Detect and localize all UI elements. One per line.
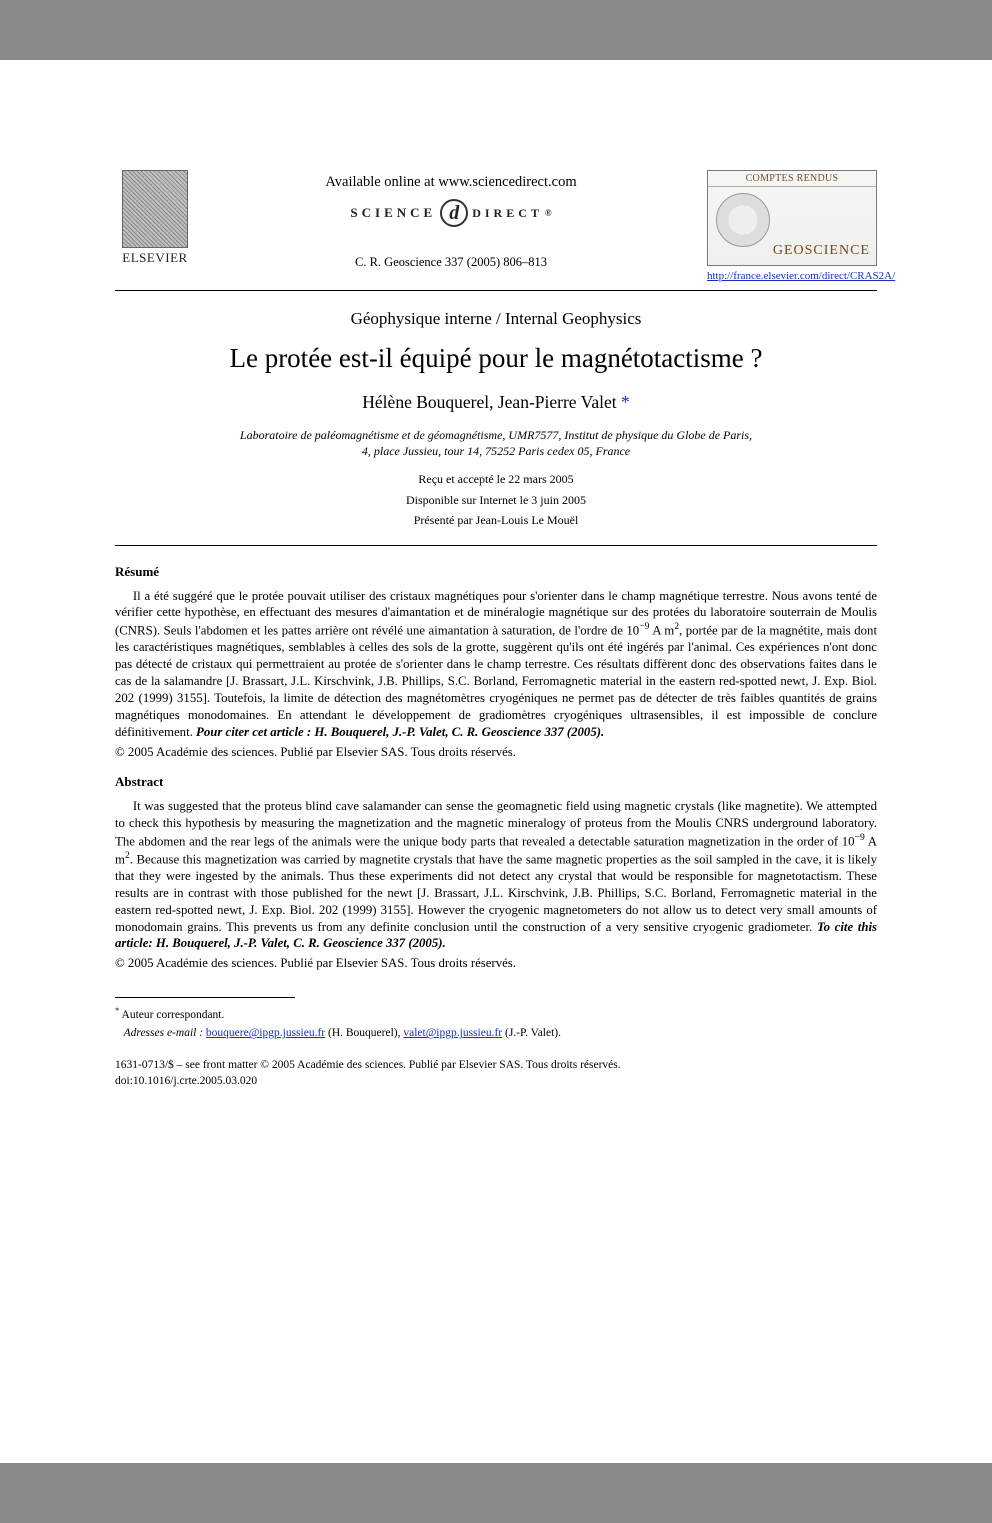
abstract-text-a: It was suggested that the proteus blind … [115,799,877,848]
journal-citation: C. R. Geoscience 337 (2005) 806–813 [195,255,707,270]
email-link-2[interactable]: valet@ipgp.jussieu.fr [403,1027,502,1039]
abstract-body: It was suggested that the proteus blind … [115,798,877,953]
elsevier-tree-icon [122,170,188,248]
sciencedirect-logo: SCIENCE d DIRECT ® [350,199,551,227]
pre-abstract-divider [115,545,877,546]
section-label: Géophysique interne / Internal Geophysic… [115,309,877,329]
affiliation-line-1: Laboratoire de paléomagnétisme et de géo… [240,428,752,442]
email-who-1: (H. Bouquerel), [325,1027,403,1039]
available-online-text: Available online at www.sciencedirect.co… [195,174,707,191]
footnote-emails: Adresses e-mail : bouquere@ipgp.jussieu.… [115,1025,877,1041]
doi-line: doi:10.1016/j.crte.2005.03.020 [115,1073,877,1089]
sd-right: DIRECT [472,206,543,221]
email-who-2: (J.-P. Valet). [502,1027,561,1039]
sd-left: SCIENCE [350,205,436,221]
date-presented: Présenté par Jean-Louis Le Mouël [414,513,579,527]
header-divider [115,290,877,291]
footnote-email-label: Adresses e-mail : [124,1027,206,1039]
resume-cite: Pour citer cet article : H. Bouquerel, J… [196,725,604,739]
abstract-text-c: . Because this magnetization was carried… [115,852,877,934]
email-link-1[interactable]: bouquere@ipgp.jussieu.fr [206,1027,325,1039]
journal-cover-bottom: GEOSCIENCE [773,243,870,259]
journal-seal-icon [716,193,770,247]
article-title: Le protée est-il équipé pour le magnétot… [115,343,877,374]
resume-text-c: , portée par de la magnétite, mais dont … [115,624,877,739]
date-online: Disponible sur Internet le 3 juin 2005 [406,493,586,507]
journal-link[interactable]: http://france.elsevier.com/direct/CRAS2A… [707,270,895,282]
abstract-heading: Abstract [115,774,877,790]
sd-d-icon: d [440,199,468,227]
journal-cover-box: COMPTES RENDUS GEOSCIENCE [707,170,877,266]
page: ELSEVIER Available online at www.science… [0,60,992,1463]
abstract-exp1: −9 [855,832,865,843]
authors-names: Hélène Bouquerel, Jean-Pierre Valet [362,392,616,412]
journal-cover-top: COMPTES RENDUS [708,171,876,187]
front-matter-line: 1631-0713/$ – see front matter © 2005 Ac… [115,1057,877,1073]
publisher-label: ELSEVIER [115,250,195,266]
corresponding-author-mark[interactable]: * [621,392,630,412]
header-center: Available online at www.sciencedirect.co… [195,170,707,270]
publisher-logo-block: ELSEVIER [115,170,195,266]
date-received: Reçu et accepté le 22 mars 2005 [418,472,573,486]
footnote-corr-text: Auteur correspondant. [119,1009,224,1021]
footnote-corresponding: * Auteur correspondant. [115,1004,877,1023]
resume-copyright: © 2005 Académie des sciences. Publié par… [115,745,877,760]
resume-body: Il a été suggéré que le protée pouvait u… [115,588,877,741]
footnote-divider [115,997,295,998]
abstract-copyright: © 2005 Académie des sciences. Publié par… [115,956,877,971]
bottom-meta: 1631-0713/$ – see front matter © 2005 Ac… [115,1057,877,1089]
article-dates: Reçu et accepté le 22 mars 2005 Disponib… [115,469,877,530]
sd-registered-icon: ® [545,208,552,218]
resume-heading: Résumé [115,564,877,580]
affiliation-line-2: 4, place Jussieu, tour 14, 75252 Paris c… [362,444,630,458]
header-right: COMPTES RENDUS GEOSCIENCE http://france.… [707,170,877,284]
resume-text-b: A m [649,624,674,638]
resume-exp1: −9 [639,621,649,632]
header-row: ELSEVIER Available online at www.science… [115,170,877,284]
authors: Hélène Bouquerel, Jean-Pierre Valet * [115,392,877,413]
affiliation: Laboratoire de paléomagnétisme et de géo… [115,427,877,459]
